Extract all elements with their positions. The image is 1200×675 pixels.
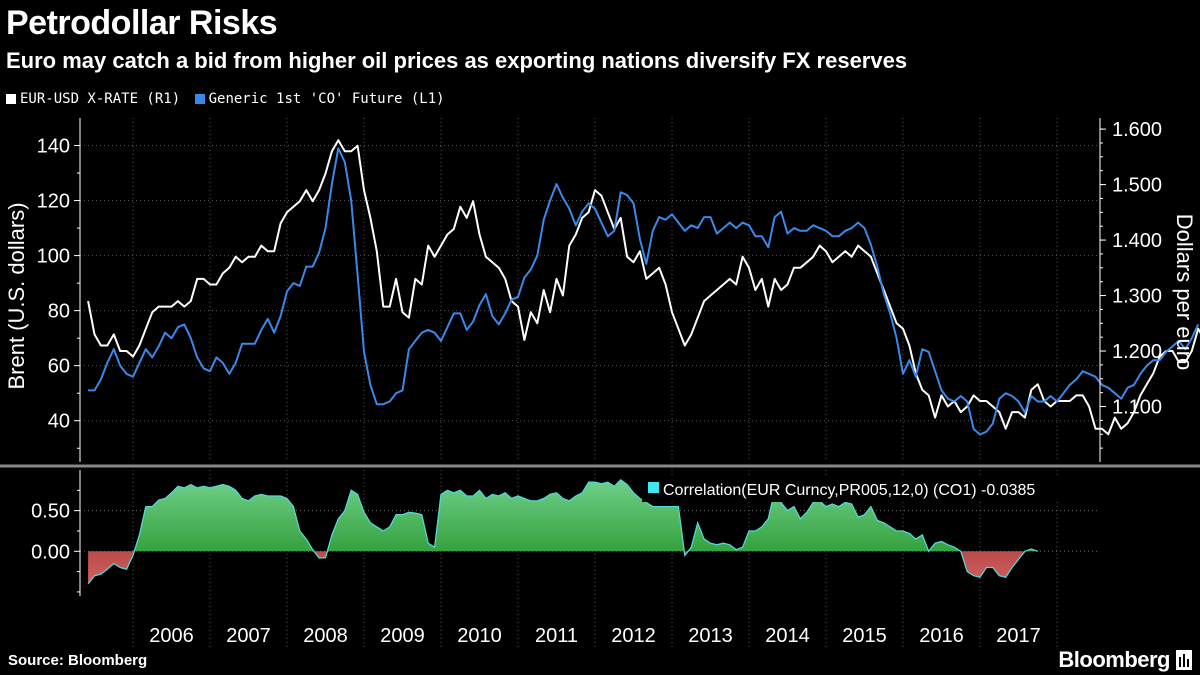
left-tick-label: 80 [48, 301, 70, 323]
left-tick-label: 140 [37, 136, 70, 158]
x-tick-label: 2014 [765, 625, 810, 647]
x-tick-label: 2017 [996, 625, 1041, 647]
left-tick-label: 120 [37, 191, 70, 213]
right-tick-label: 1.500 [1112, 175, 1162, 197]
price-lines [87, 139, 1200, 436]
x-tick-label: 2016 [919, 625, 964, 647]
legend-swatch-eurusd [6, 94, 16, 104]
bloomberg-logo: Bloomberg [1058, 647, 1192, 673]
legend-item-eurusd: EUR-USD X-RATE (R1) [6, 91, 180, 107]
bottom-tick-label: 0.50 [31, 501, 70, 523]
legend: EUR-USD X-RATE (R1) Generic 1st 'CO' Fut… [6, 91, 451, 108]
logo-text: Bloomberg [1058, 647, 1170, 672]
legend-item-brent: Generic 1st 'CO' Future (L1) [194, 91, 445, 107]
left-tick-label: 60 [48, 356, 70, 378]
correlation-legend-label: Correlation(EUR Curncy,PR005,12,0) (CO1)… [663, 482, 1035, 499]
right-tick-label: 1.100 [1112, 397, 1162, 419]
chart-subtitle: Euro may catch a bid from higher oil pri… [6, 48, 908, 73]
correlation-legend: Correlation(EUR Curncy,PR005,12,0) (CO1)… [642, 476, 1094, 502]
x-tick-label: 2015 [842, 625, 887, 647]
right-tick-label: 1.400 [1112, 230, 1162, 252]
x-tick-label: 2007 [226, 625, 271, 647]
eurusd-line [87, 139, 1200, 436]
grid-layer [80, 118, 1100, 648]
right-tick-label: 1.600 [1112, 119, 1162, 141]
left-axis-label: Brent (U.S. dollars) [4, 202, 29, 389]
source-note: Source: Bloomberg [8, 652, 148, 669]
legend-label-brent: Generic 1st 'CO' Future (L1) [208, 91, 445, 107]
chart-title: Petrodollar Risks [6, 4, 278, 42]
bloomberg-mark-icon [1176, 650, 1192, 670]
left-tick-label: 100 [37, 246, 70, 268]
legend-label-eurusd: EUR-USD X-RATE (R1) [20, 91, 181, 107]
x-tick-label: 2012 [611, 625, 656, 647]
x-tick-label: 2009 [380, 625, 425, 647]
axes-layer: 40 60 80 100 120 140 1.100 1.200 1.300 1.400 1.500… [0, 118, 1200, 647]
correlation-area-positive [88, 479, 1038, 552]
right-tick-label: 1.300 [1112, 286, 1162, 308]
x-tick-label: 2011 [535, 625, 578, 647]
x-tick-label: 2006 [149, 625, 194, 647]
left-tick-label: 40 [48, 411, 70, 433]
correlation-line [87, 478, 1039, 585]
correlation-panel: Correlation(EUR Curncy,PR005,12,0) (CO1)… [87, 476, 1094, 585]
x-tick-label: 2013 [688, 625, 733, 647]
right-axis-label: Dollars per euro [1172, 214, 1197, 371]
x-tick-label: 2008 [303, 625, 348, 647]
correlation-legend-bg [642, 476, 1094, 502]
bottom-tick-label: 0.00 [31, 541, 70, 563]
x-tick-label: 2010 [457, 625, 502, 647]
correlation-legend-swatch [648, 482, 659, 493]
legend-swatch-brent [194, 94, 205, 104]
right-tick-label: 1.200 [1112, 341, 1162, 363]
brent-line [88, 147, 1200, 436]
